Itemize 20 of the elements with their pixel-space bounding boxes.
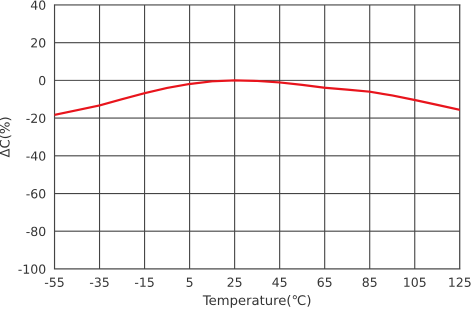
x-tick-label: 45: [272, 278, 287, 287]
x-tick-label: -35: [90, 278, 109, 287]
x-tick-label: -15: [134, 278, 154, 287]
y-tick-label: -100: [18, 264, 46, 274]
y-tick-label: -40: [26, 151, 46, 161]
y-tick-label: -60: [26, 188, 46, 198]
x-tick-label: 65: [318, 278, 332, 287]
line-series: [54, 79, 460, 116]
y-tick-label: -20: [26, 114, 46, 124]
x-tick-label: 85: [362, 278, 377, 287]
x-tick-label: 105: [404, 278, 426, 287]
y-tick-label: 0: [39, 76, 46, 86]
y-tick-label: 20: [31, 38, 46, 48]
x-axis-title: Temperature(℃): [202, 294, 310, 308]
x-tick-label: -55: [44, 278, 64, 287]
y-tick-label: 40: [30, 0, 46, 10]
y-tick-label: -80: [26, 226, 46, 236]
x-tick-label: 5: [186, 278, 192, 287]
x-tick-label: 25: [228, 278, 242, 287]
x-tick-label: 125: [449, 278, 471, 287]
